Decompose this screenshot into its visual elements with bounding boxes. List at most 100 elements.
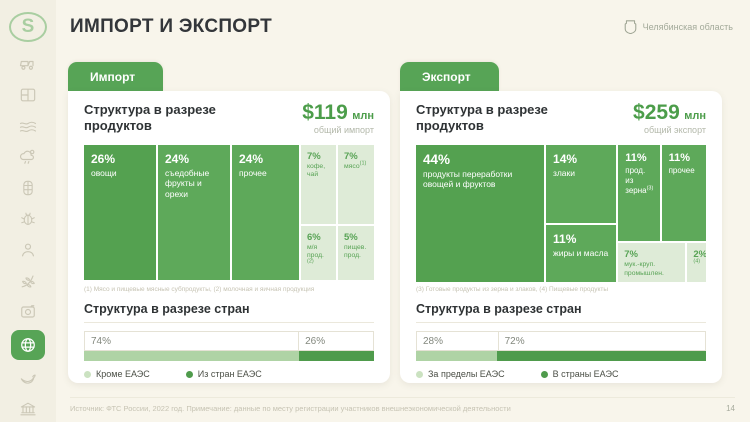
region-name: Челябинская область bbox=[642, 22, 733, 32]
source-note: Источник: ФТС России, 2022 год. Примечан… bbox=[70, 404, 511, 413]
harvest-icon bbox=[18, 271, 38, 291]
export-card-header: Структура в разрезе продуктов $259 млн о… bbox=[416, 102, 706, 135]
page-number: 14 bbox=[726, 404, 735, 413]
sidebar-item-government[interactable] bbox=[11, 396, 45, 422]
export-treemap-middle-column: 14% злаки 11% жиры и масла bbox=[546, 145, 617, 282]
bar-segment bbox=[497, 351, 706, 361]
import-card: Структура в разрезе продуктов $119 млн о… bbox=[68, 91, 390, 383]
legend-item: Кроме ЕАЭС bbox=[84, 369, 150, 379]
export-total: $259 млн общий экспорт bbox=[633, 102, 706, 135]
import-treemap-small-cells: 7% кофе, чай 7% мясо(1) 6% м/я прод.(2) bbox=[301, 145, 374, 280]
import-total-value: $119 bbox=[302, 101, 348, 124]
treemap-cell: 14% злаки bbox=[546, 145, 617, 224]
sidebar-item-ecology[interactable] bbox=[11, 365, 45, 391]
weather-icon bbox=[18, 147, 38, 167]
divider bbox=[416, 322, 706, 323]
treemap-cell: 11% жиры и масла bbox=[546, 225, 617, 282]
export-section: Экспорт Структура в разрезе продуктов $2… bbox=[400, 62, 722, 383]
sidebar-item-monitoring[interactable] bbox=[11, 299, 45, 325]
legend-dot-dark bbox=[185, 370, 193, 378]
government-icon bbox=[18, 399, 38, 419]
import-total: $119 млн общий импорт bbox=[302, 102, 374, 135]
machinery-icon bbox=[18, 54, 38, 74]
topbar: ИМПОРТ И ЭКСПОРТ Челябинская область bbox=[68, 0, 735, 38]
legend-dot-light bbox=[84, 370, 91, 378]
percent-label: 72% bbox=[497, 332, 705, 350]
treemap-cell: 7% мясо(1) bbox=[338, 145, 374, 224]
sidebar-nav bbox=[11, 51, 45, 422]
percent-label: 74% bbox=[91, 336, 112, 347]
import-total-unit: млн bbox=[352, 110, 374, 122]
treemap-cell: 24% съедобные фрукты и орехи bbox=[158, 145, 230, 280]
import-footnote: (1) Мясо и пищевые мясные субпродукты, (… bbox=[84, 286, 315, 293]
import-total-caption: общий импорт bbox=[313, 125, 374, 135]
tab-import[interactable]: Импорт bbox=[68, 62, 164, 91]
bar-segment bbox=[416, 351, 498, 361]
export-country-percentages: 28% 72% bbox=[416, 331, 706, 351]
land-plots-icon bbox=[18, 85, 38, 105]
sidebar-item-weather[interactable] bbox=[11, 144, 45, 170]
export-countries-title: Структура в разрезе стран bbox=[416, 302, 582, 316]
treemap-cell: 11% прод. из зерна(3) bbox=[618, 145, 660, 242]
legend-dot-dark bbox=[540, 370, 548, 378]
logo-letter: S bbox=[21, 16, 35, 37]
sidebar-item-pests[interactable] bbox=[11, 206, 45, 232]
sidebar-item-soil[interactable] bbox=[11, 113, 45, 139]
import-treemap: 26% овощи 24% съедобные фрукты и орехи 2… bbox=[84, 145, 374, 280]
personnel-icon bbox=[18, 240, 38, 260]
slide-footer: Источник: ФТС России, 2022 год. Примечан… bbox=[70, 397, 735, 413]
trade-globe-icon bbox=[18, 335, 38, 355]
sidebar: S bbox=[0, 0, 56, 422]
legend-dot-light bbox=[416, 370, 423, 378]
percent-label: 26% bbox=[298, 332, 373, 350]
import-country-percentages: 74% 26% bbox=[84, 331, 374, 351]
sidebar-item-harvest[interactable] bbox=[11, 268, 45, 294]
sidebar-item-land-plots[interactable] bbox=[11, 82, 45, 108]
export-treemap-right-column: 11% прод. из зерна(3) 11% прочее bbox=[618, 145, 706, 282]
region-badge: Челябинская область bbox=[624, 19, 733, 36]
treemap-cell: 7% мук.-круп. промышлен. bbox=[618, 243, 686, 282]
treemap-cell: 44% продукты переработки овощей и фрукто… bbox=[416, 145, 545, 282]
treemap-cell: 11% прочее bbox=[661, 145, 706, 242]
import-country-bar bbox=[84, 351, 374, 361]
ecology-icon bbox=[18, 368, 38, 388]
percent-label: 28% bbox=[423, 336, 444, 347]
tab-export[interactable]: Экспорт bbox=[400, 62, 499, 91]
export-total-value: $259 bbox=[633, 101, 680, 124]
sidebar-item-crops[interactable] bbox=[11, 175, 45, 201]
page-title: ИМПОРТ И ЭКСПОРТ bbox=[70, 16, 273, 37]
sidebar-item-machinery[interactable] bbox=[11, 51, 45, 77]
treemap-cell: 24% прочее bbox=[232, 145, 299, 280]
treemap-cell: 5% пищев. прод. bbox=[338, 226, 374, 280]
import-legend: Кроме ЕАЭС Из стран ЕАЭС bbox=[84, 369, 374, 379]
import-products-title: Структура в разрезе продуктов bbox=[84, 102, 216, 134]
import-countries-title: Структура в разрезе стран bbox=[84, 302, 250, 316]
treemap-cell: 6% м/я прод.(2) bbox=[301, 226, 336, 280]
divider bbox=[84, 322, 374, 323]
import-section: Импорт Структура в разрезе продуктов $11… bbox=[68, 62, 390, 383]
main-content: ИМПОРТ И ЭКСПОРТ Челябинская область Имп… bbox=[56, 0, 750, 422]
region-emblem-icon bbox=[624, 19, 637, 36]
export-country-bar bbox=[416, 351, 706, 361]
export-total-unit: млн bbox=[684, 110, 706, 122]
treemap-cell: 26% овощи bbox=[84, 145, 156, 280]
crops-icon bbox=[18, 178, 38, 198]
sidebar-item-personnel[interactable] bbox=[11, 237, 45, 263]
export-legend: За пределы ЕАЭС В страны ЕАЭС bbox=[416, 369, 706, 379]
pests-icon bbox=[18, 209, 38, 229]
export-treemap: 44% продукты переработки овощей и фрукто… bbox=[416, 145, 706, 282]
export-footnote: (3) Готовые продукты из зерна и злаков, … bbox=[416, 286, 609, 293]
bar-segment bbox=[84, 351, 299, 361]
app-logo: S bbox=[9, 12, 47, 42]
legend-item: Из стран ЕАЭС bbox=[185, 369, 262, 379]
monitoring-icon bbox=[18, 302, 38, 322]
soil-icon bbox=[18, 116, 38, 136]
treemap-cell: 2% (4) bbox=[687, 243, 706, 282]
import-card-header: Структура в разрезе продуктов $119 млн о… bbox=[84, 102, 374, 135]
export-card: Структура в разрезе продуктов $259 млн о… bbox=[400, 91, 722, 383]
cards-row: Импорт Структура в разрезе продуктов $11… bbox=[68, 62, 735, 383]
sidebar-item-trade[interactable] bbox=[11, 330, 45, 360]
bar-segment bbox=[298, 351, 374, 361]
legend-item: В страны ЕАЭС bbox=[540, 369, 618, 379]
